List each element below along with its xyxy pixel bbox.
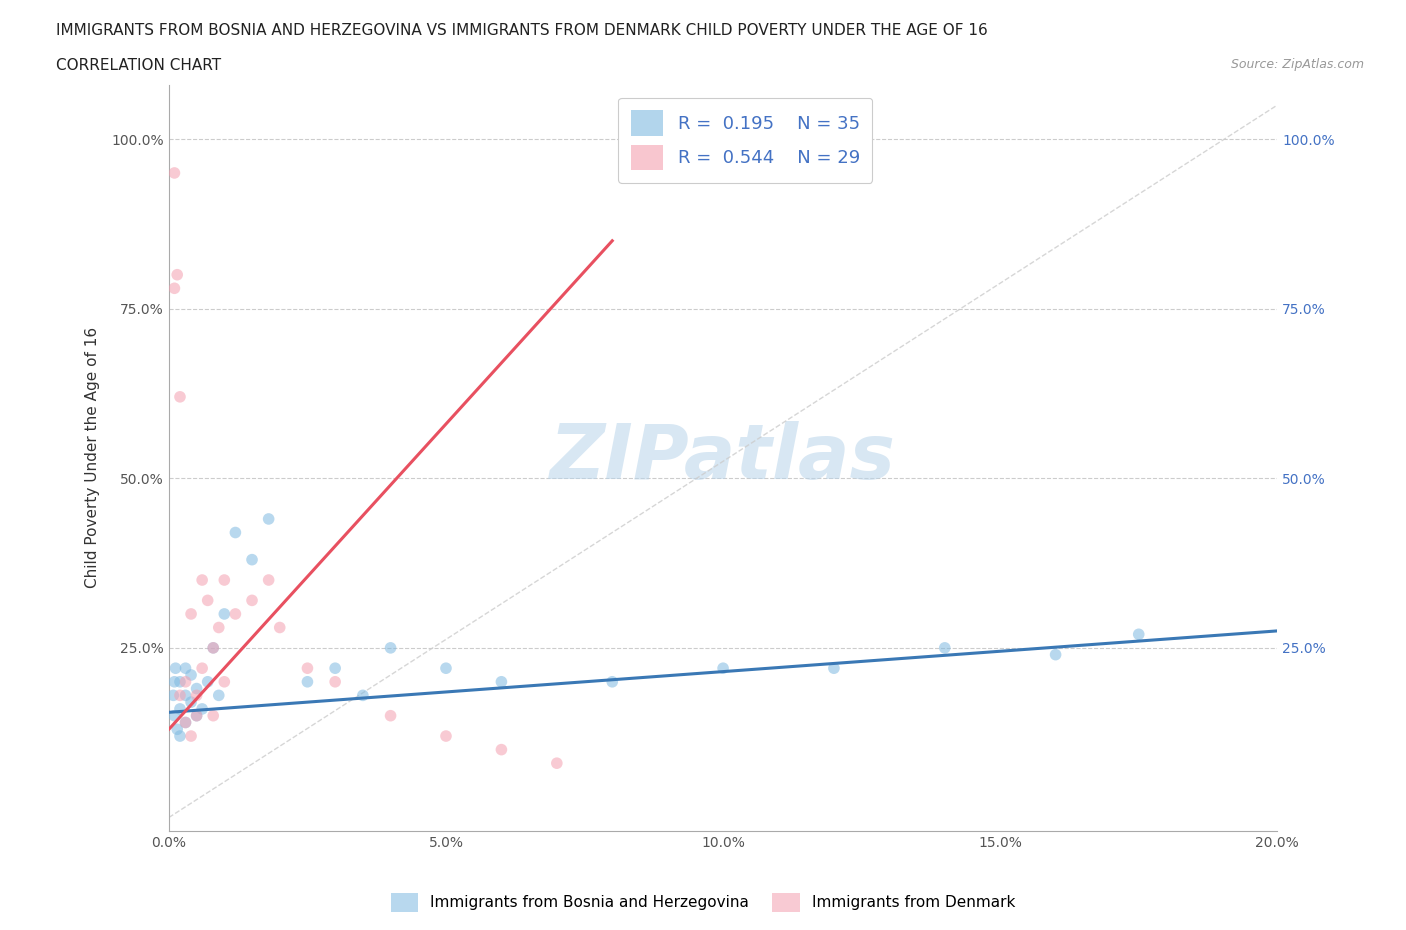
Point <box>166 722 188 737</box>
Point <box>169 674 191 689</box>
Point <box>163 709 186 724</box>
Point <box>162 688 184 703</box>
Point <box>202 641 225 656</box>
Point <box>711 661 734 676</box>
Point <box>269 620 291 635</box>
Text: CORRELATION CHART: CORRELATION CHART <box>56 58 221 73</box>
Point <box>174 661 197 676</box>
Legend: R =  0.195    N = 35, R =  0.544    N = 29: R = 0.195 N = 35, R = 0.544 N = 29 <box>619 98 873 183</box>
Point <box>169 390 191 405</box>
Point <box>180 695 202 710</box>
Point <box>191 573 214 588</box>
Text: IMMIGRANTS FROM BOSNIA AND HERZEGOVINA VS IMMIGRANTS FROM DENMARK CHILD POVERTY : IMMIGRANTS FROM BOSNIA AND HERZEGOVINA V… <box>56 23 988 38</box>
Point <box>214 606 236 621</box>
Point <box>174 688 197 703</box>
Point <box>240 552 263 567</box>
Point <box>202 709 225 724</box>
Point <box>934 641 956 656</box>
Text: ZIPatlas: ZIPatlas <box>550 421 896 495</box>
Point <box>191 661 214 676</box>
Point <box>323 661 346 676</box>
Point <box>191 701 214 716</box>
Point <box>202 641 225 656</box>
Point <box>297 661 319 676</box>
Text: Source: ZipAtlas.com: Source: ZipAtlas.com <box>1230 58 1364 71</box>
Point <box>163 281 186 296</box>
Point <box>169 728 191 743</box>
Point <box>257 573 280 588</box>
Point <box>823 661 845 676</box>
Point <box>163 166 186 180</box>
Point <box>197 593 219 608</box>
Point <box>174 715 197 730</box>
Point <box>169 701 191 716</box>
Point <box>297 674 319 689</box>
Point <box>380 641 402 656</box>
Point <box>180 668 202 683</box>
Point <box>174 674 197 689</box>
Legend: Immigrants from Bosnia and Herzegovina, Immigrants from Denmark: Immigrants from Bosnia and Herzegovina, … <box>385 887 1021 918</box>
Point <box>546 756 568 771</box>
Point <box>434 661 457 676</box>
Point <box>186 681 208 696</box>
Point <box>163 674 186 689</box>
Point <box>214 573 236 588</box>
Point <box>214 674 236 689</box>
Point <box>180 606 202 621</box>
Point <box>180 728 202 743</box>
Point <box>323 674 346 689</box>
Point <box>491 742 513 757</box>
Point <box>166 267 188 282</box>
Point <box>169 688 191 703</box>
Point <box>1128 627 1150 642</box>
Point <box>257 512 280 526</box>
Y-axis label: Child Poverty Under the Age of 16: Child Poverty Under the Age of 16 <box>86 327 100 589</box>
Point <box>174 715 197 730</box>
Point <box>197 674 219 689</box>
Point <box>224 525 246 540</box>
Point <box>600 674 623 689</box>
Point <box>434 728 457 743</box>
Point <box>208 688 231 703</box>
Point <box>240 593 263 608</box>
Point <box>165 661 187 676</box>
Point <box>380 709 402 724</box>
Point <box>208 620 231 635</box>
Point <box>1045 647 1067 662</box>
Point <box>224 606 246 621</box>
Point <box>186 688 208 703</box>
Point <box>186 709 208 724</box>
Point <box>186 709 208 724</box>
Point <box>491 674 513 689</box>
Point <box>352 688 374 703</box>
